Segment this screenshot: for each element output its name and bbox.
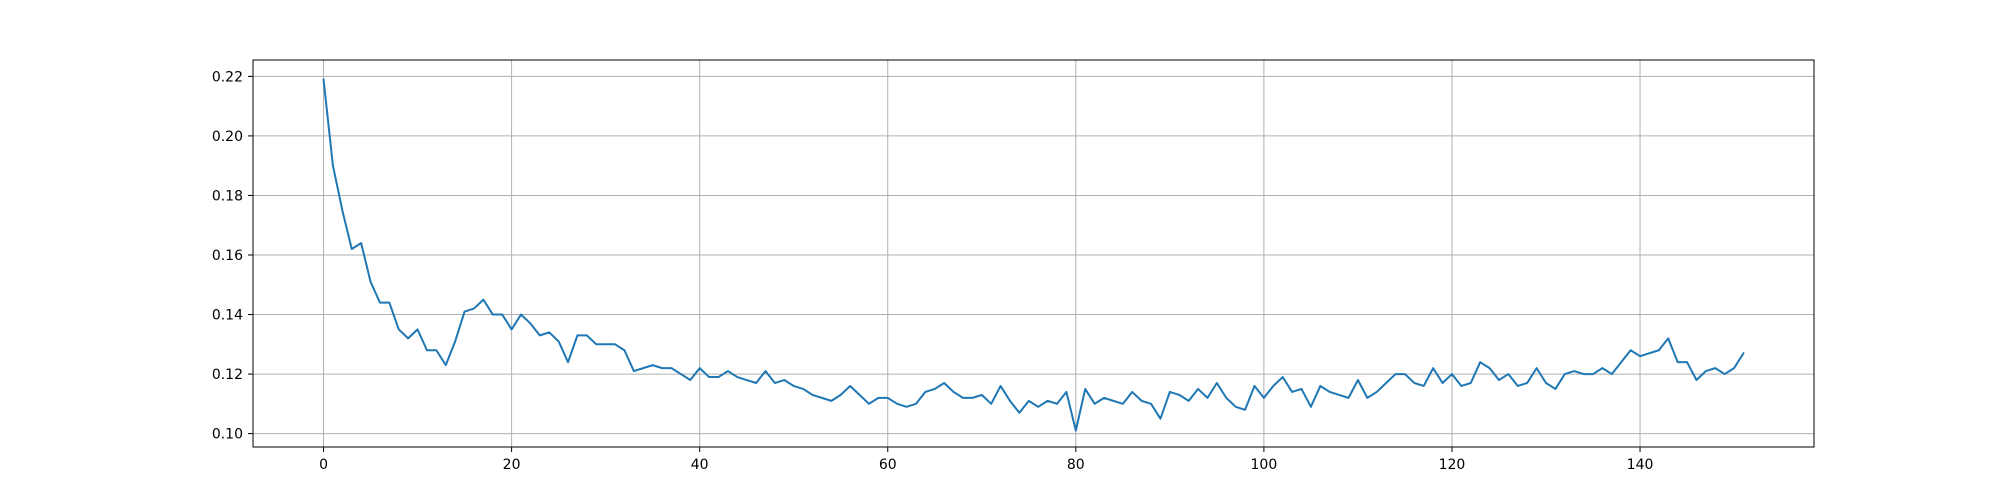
y-tick-label: 0.16	[212, 248, 243, 264]
y-tick-label: 0.12	[212, 367, 243, 383]
x-axis-ticks: 0 20 40 60 80 100 120 140	[319, 447, 1653, 473]
x-tick-label: 120	[1439, 457, 1466, 473]
series-layer	[322, 78, 1745, 432]
x-tick-label: 100	[1251, 457, 1278, 473]
y-tick-label: 0.10	[212, 427, 243, 443]
x-tick-label: 60	[879, 457, 897, 473]
grid-lines	[253, 60, 1814, 447]
y-axis-ticks: 0.10 0.12 0.14 0.16 0.18 0.20 0.22	[212, 69, 253, 443]
x-tick-label: 80	[1067, 457, 1085, 473]
series-line-0	[322, 78, 1745, 432]
x-tick-label: 140	[1627, 457, 1654, 473]
x-tick-label: 20	[503, 457, 521, 473]
y-tick-label: 0.20	[212, 129, 243, 145]
y-tick-label: 0.14	[212, 308, 243, 324]
plot-frame	[252, 59, 1815, 448]
x-tick-label: 40	[691, 457, 709, 473]
y-tick-label: 0.22	[212, 69, 243, 85]
y-tick-label: 0.18	[212, 188, 243, 204]
x-tick-label: 0	[319, 457, 328, 473]
